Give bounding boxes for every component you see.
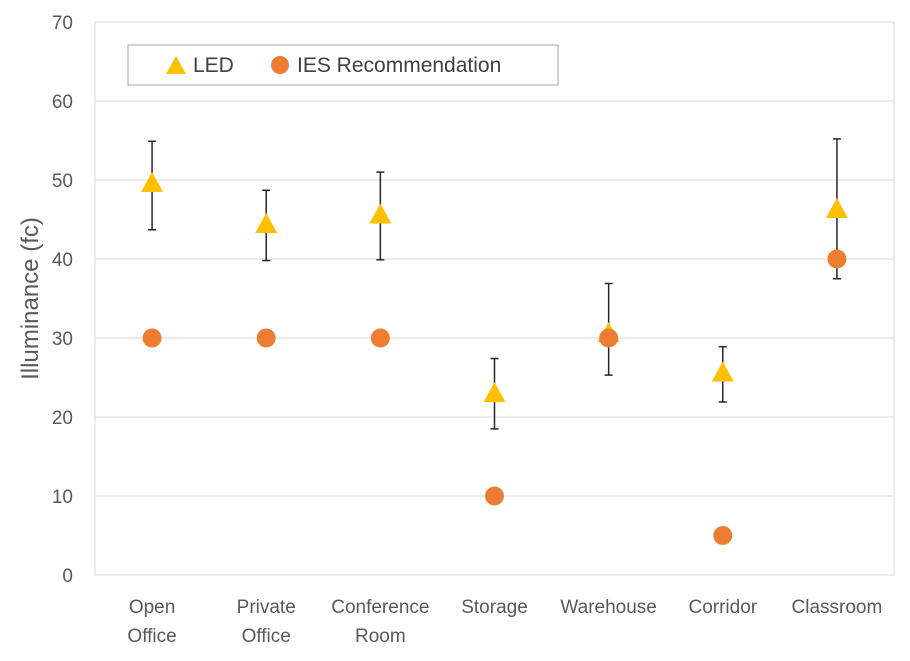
- ies-marker: [256, 328, 276, 348]
- y-tick-label: 70: [52, 13, 73, 34]
- ies-marker: [827, 249, 847, 269]
- data-markers: [141, 171, 848, 545]
- ies-marker: [485, 486, 504, 506]
- led-marker: [369, 203, 392, 224]
- x-tick-label: Classroom: [792, 597, 883, 618]
- x-tick-label: Room: [355, 626, 406, 647]
- led-marker: [255, 213, 278, 234]
- ies-marker: [142, 328, 162, 348]
- led-marker: [483, 382, 506, 403]
- ies-marker: [370, 328, 390, 348]
- legend-led-label: LED: [193, 54, 234, 77]
- legend-box: [127, 44, 559, 86]
- y-tick-label: 10: [52, 487, 73, 508]
- ies-marker: [599, 328, 619, 348]
- x-axis-ticks: Open Office Private Office Conference Room Sto…: [127, 597, 882, 647]
- y-tick-label: 20: [52, 408, 73, 429]
- y-tick-label: 0: [62, 566, 73, 587]
- x-tick-label: Conference: [331, 597, 429, 618]
- led-marker: [711, 361, 734, 382]
- y-axis-title: Illuminance (fc): [17, 217, 44, 380]
- led-marker: [825, 198, 848, 219]
- ies-marker: [713, 526, 733, 545]
- x-tick-label: Office: [127, 626, 176, 647]
- y-axis-ticks: 0 10 20 30 40 50 60 70: [52, 13, 73, 587]
- x-tick-label: Corridor: [688, 597, 757, 618]
- gridlines: [95, 100, 894, 497]
- x-tick-label: Storage: [461, 597, 528, 618]
- legend-ies-label: IES Recommendation: [297, 54, 501, 77]
- x-tick-label: Warehouse: [560, 597, 656, 618]
- x-tick-label: Office: [242, 626, 291, 647]
- x-tick-label: Open: [129, 597, 175, 618]
- y-tick-label: 40: [52, 250, 73, 271]
- led-marker: [141, 171, 164, 192]
- y-tick-label: 30: [52, 329, 73, 350]
- legend-ies-marker: [271, 56, 289, 74]
- legend-led-marker: [166, 56, 186, 74]
- y-tick-label: 50: [52, 171, 73, 192]
- x-tick-label: Private: [237, 597, 296, 618]
- legend: LED IES Recommendation: [127, 44, 559, 86]
- y-tick-label: 60: [52, 92, 73, 113]
- plot-area: [94, 21, 895, 576]
